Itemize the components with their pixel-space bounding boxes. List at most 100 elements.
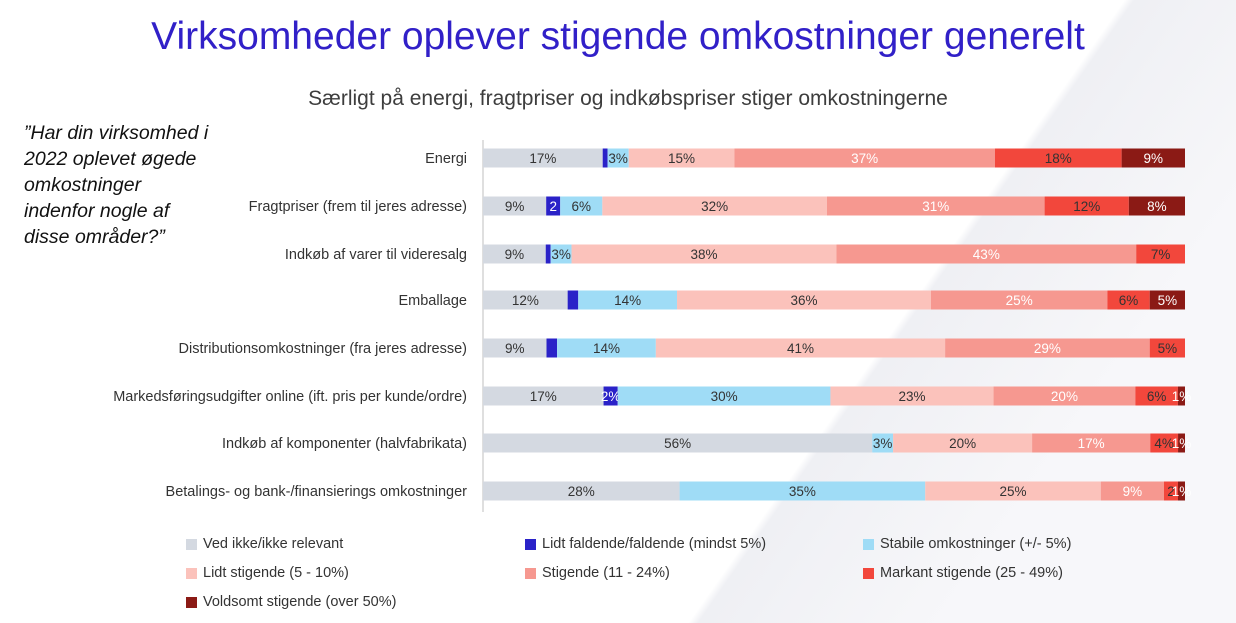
legend-label: Markant stigende (25 - 49%) [880,565,1063,581]
data-label: 36% [791,293,818,308]
legend-swatch [525,567,536,579]
bar-segment [925,481,1101,501]
bar-segment [1177,481,1185,501]
bar-segment [1107,290,1150,310]
legend-item: Lidt stigende (5 - 10%) [186,565,349,581]
data-label: 5% [1158,341,1178,356]
bar-segment [872,433,894,453]
data-label: 43% [973,247,1000,262]
bar-segment [483,148,603,168]
bar-segment [945,338,1150,358]
data-label: 17% [1078,436,1105,451]
page-subtitle: Særligt på energi, fragtpriser og indkøb… [308,87,948,110]
legend-item: Ved ikke/ikke relevant [186,536,343,552]
bar-segment [931,290,1108,310]
bar-segment [483,290,568,310]
legend-label: Stabile omkostninger (+/- 5%) [880,536,1072,552]
legend-label: Stigende (11 - 24%) [542,565,670,581]
bar-segment [567,290,579,310]
data-label: 3% [873,436,893,451]
legend-item: Stabile omkostninger (+/- 5%) [863,536,1071,552]
legend-item: Lidt faldende/faldende (mindst 5%) [525,536,766,552]
category-label: Fragtpriser (frem til jeres adresse) [249,199,467,215]
question-line: indenfor nogle af [24,200,170,222]
bar-segment [836,244,1137,264]
data-label: 18% [1045,151,1072,166]
category-label: Markedsføringsudgifter online (ift. pris… [113,389,467,405]
page-title: Virksomheder oplever stigende omkostning… [151,15,1085,58]
data-label: 37% [851,151,878,166]
data-label: 7% [1151,247,1171,262]
bar-segment [628,148,735,168]
data-label: 17% [530,389,557,404]
data-label: 29% [1034,341,1061,356]
bar-segment [1163,481,1178,501]
bar-segment [545,244,551,264]
legend-swatch [863,567,874,579]
data-label: 9% [505,199,525,214]
bar-segment [483,338,547,358]
bar-segment [994,148,1122,168]
data-label: 2% [601,389,621,404]
bar-segment [1136,244,1185,264]
question-line: disse områder?” [24,226,165,248]
bar-segment [483,196,547,216]
data-label: 9% [1144,151,1164,166]
legend-item: Markant stigende (25 - 49%) [863,565,1063,581]
bar-segment [546,338,558,358]
data-label: 12% [512,293,539,308]
bar-segment [602,196,827,216]
legend-swatch [186,538,197,550]
bar-segment [483,386,604,406]
data-label: 30% [711,389,738,404]
bar-segment [607,148,629,168]
legend-label: Ved ikke/ikke relevant [203,536,344,552]
bar-segment [1121,148,1185,168]
bar-segment [483,433,873,453]
bar-segment [560,196,603,216]
category-label: Emballage [398,293,467,309]
bar-segment [483,244,546,264]
bar-segment [602,148,608,168]
data-label: 41% [787,341,814,356]
data-label: 3% [608,151,628,166]
data-label: 6% [572,199,592,214]
bar-segment [617,386,831,406]
bar-segment [1178,433,1185,453]
bar-segment [1044,196,1129,216]
data-label: 6% [1119,293,1139,308]
bar-segment [1149,338,1185,358]
legend-item: Stigende (11 - 24%) [525,565,670,581]
data-label: 31% [922,199,949,214]
data-label: 28% [568,484,595,499]
bar-segment [893,433,1033,453]
data-label: 56% [664,436,691,451]
bar-segment [830,386,994,406]
category-label: Energi [425,151,467,167]
bar-segment [550,244,572,264]
data-label: 38% [690,247,717,262]
data-label: 20% [949,436,976,451]
category-label: Indkøb af varer til videresalg [285,247,467,263]
data-label: 2 [549,199,557,214]
data-label: 25% [1006,293,1033,308]
legend-swatch [186,596,197,608]
question-line: omkostninger [24,174,142,196]
bar-segment [993,386,1136,406]
data-label: 25% [999,484,1026,499]
bar-segment [578,290,678,310]
data-label: 14% [593,341,620,356]
data-label: 20% [1051,389,1078,404]
question-line: ”Har din virksomhed i [24,122,209,144]
bar-segment [546,196,561,216]
bar-segment [677,290,932,310]
bar-segment [571,244,837,264]
data-label: 1% [1172,484,1192,499]
data-label: 3% [551,247,571,262]
legend-label: Lidt faldende/faldende (mindst 5%) [542,536,767,552]
bar-segment [826,196,1045,216]
data-label: 2 [1167,484,1175,499]
category-label: Betalings- og bank-/finansierings omkost… [166,484,468,500]
data-label: 9% [505,247,525,262]
